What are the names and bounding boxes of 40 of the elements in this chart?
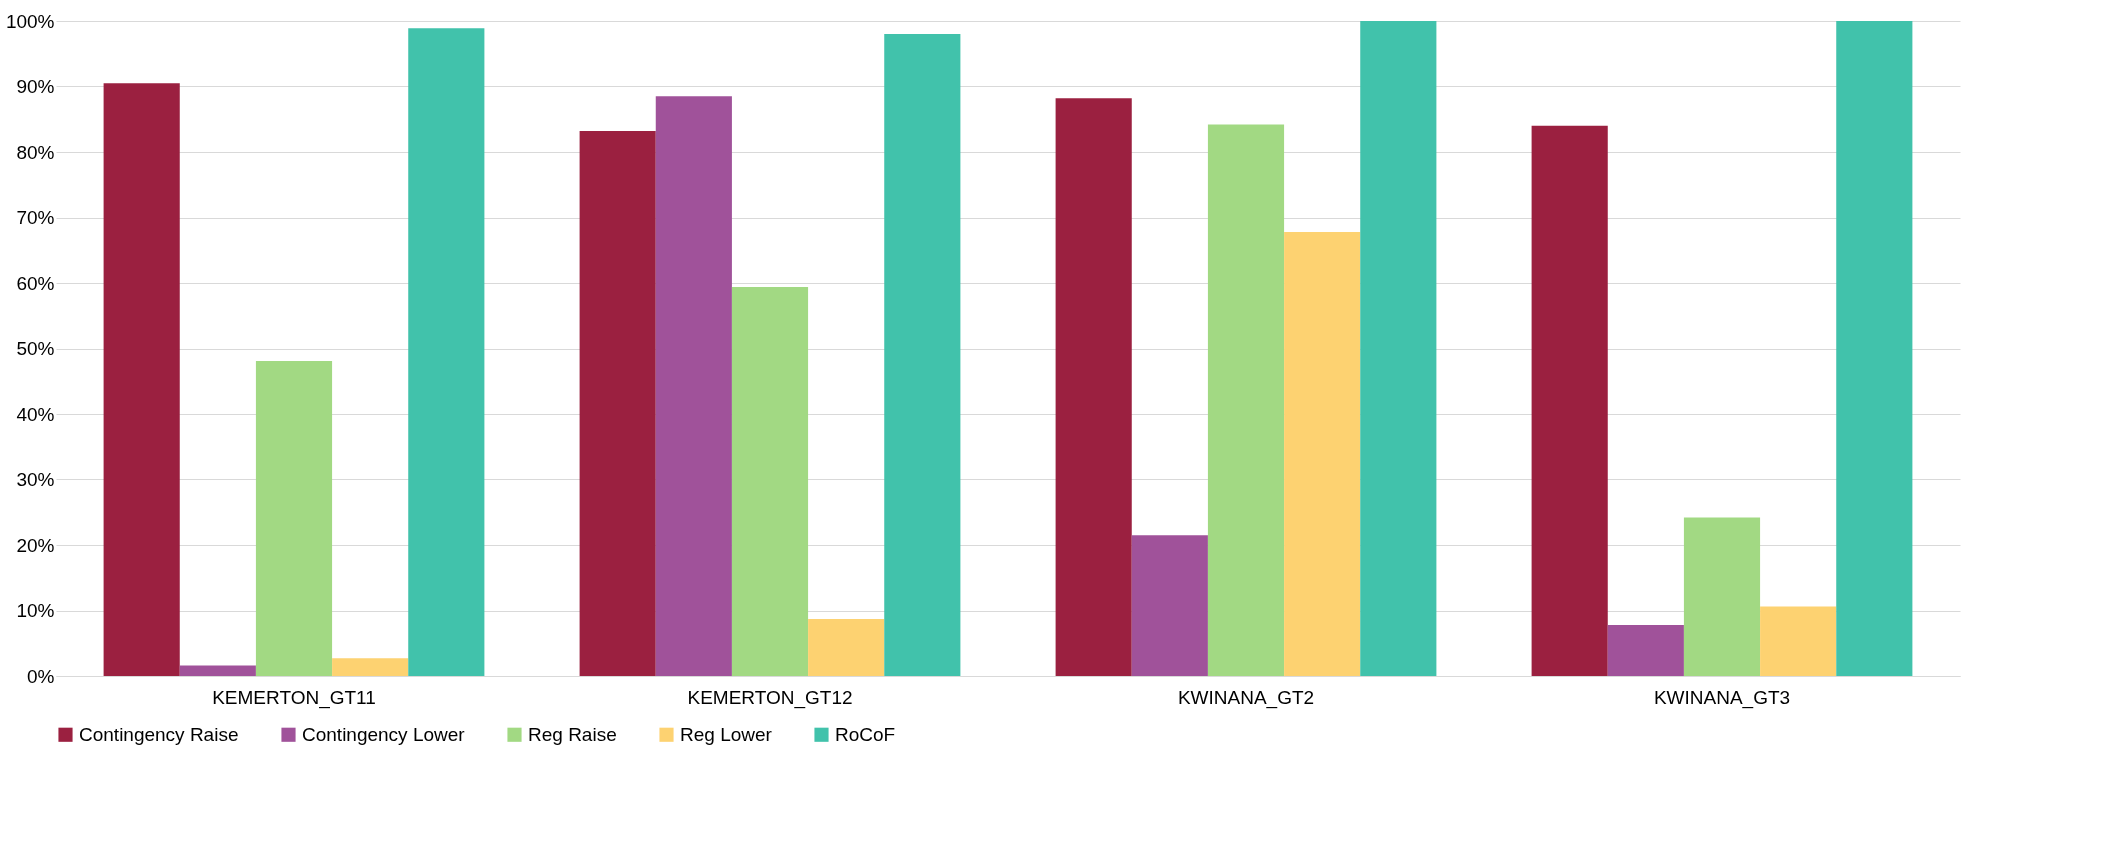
legend-label: Contingency Raise [79,723,239,745]
y-tick-label: 60% [16,272,55,294]
bar [884,34,961,676]
bar [408,28,485,676]
bar [1207,124,1285,676]
bar [1836,21,1913,676]
y-tick-label: 0% [27,665,55,687]
y-tick-label: 80% [16,141,55,163]
y-tick-label: 10% [16,600,55,621]
bar [1055,98,1132,676]
x-tick-label: KWINANA_GT3 [1653,686,1791,709]
bar [731,286,809,676]
legend-label: Contingency Lower [302,723,466,745]
y-tick-label: 30% [16,469,55,490]
x-tick-label: KWINANA_GT2 [1177,686,1315,709]
bar [255,360,333,676]
y-tick-label: 90% [16,76,55,97]
x-tick-label: KEMERTON_GT11 [212,686,376,709]
legend-label: Reg Lower [680,723,773,745]
bar [1360,21,1437,676]
bar [1683,517,1761,676]
bar [1284,231,1361,676]
legend-label: RoCoF [835,723,896,745]
bar [1607,624,1684,676]
bar [579,131,656,676]
x-tick-label: KEMERTON_GT12 [687,686,853,709]
y-tick-label: 50% [16,338,55,359]
bar [103,83,180,676]
bar [1760,606,1837,676]
y-tick-label: 70% [16,207,55,228]
bar [808,619,885,676]
bar [179,665,256,676]
y-tick-label: 100% [5,10,55,32]
legend-label: Reg Raise [528,723,617,745]
y-tick-label: 20% [16,534,55,556]
bar [1131,535,1208,676]
bar [332,658,409,676]
y-tick-label: 40% [16,403,55,425]
bar [1531,125,1608,676]
bar [655,96,732,676]
